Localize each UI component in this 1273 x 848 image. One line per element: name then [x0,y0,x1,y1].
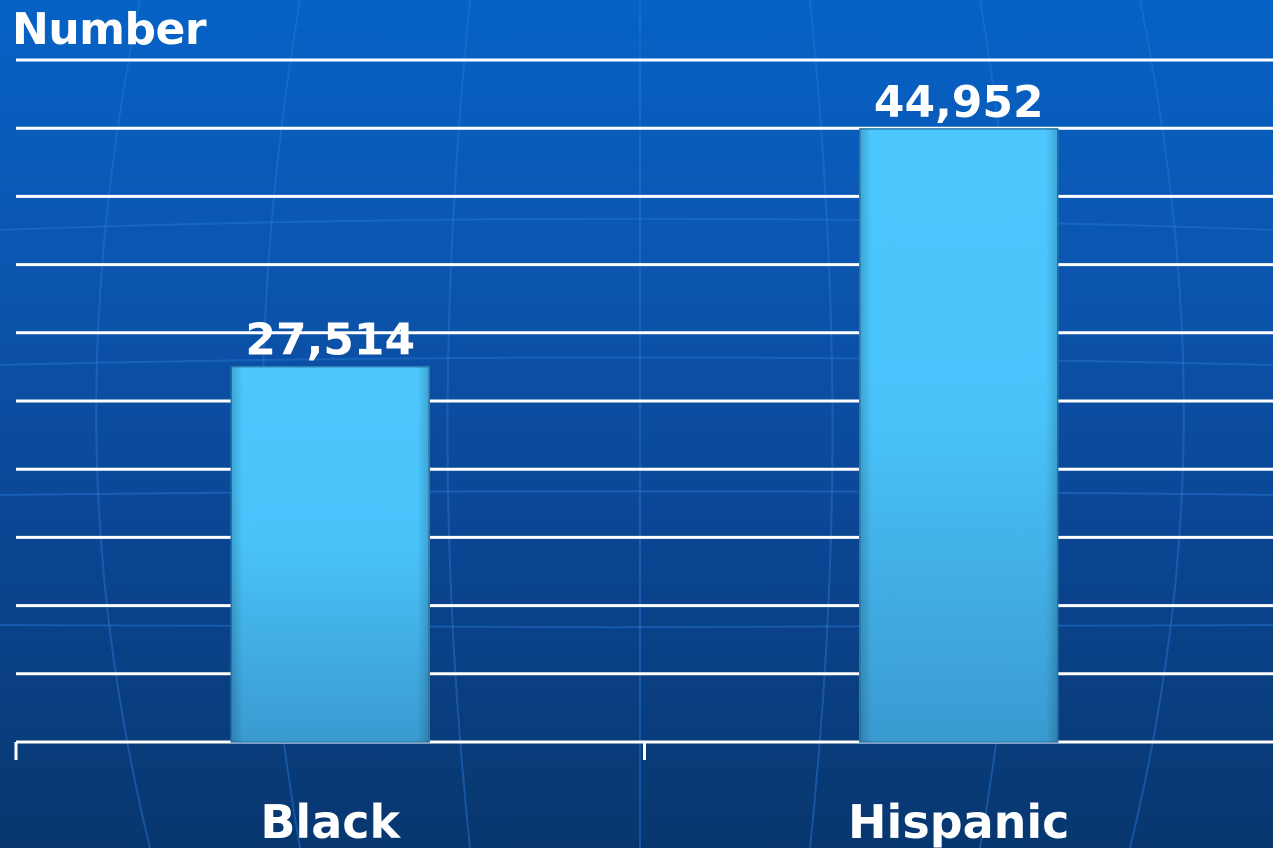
bar-shading [859,128,1058,742]
category-label: Hispanic [848,795,1069,848]
bar-value-label: 44,952 [874,77,1044,128]
bars [230,128,1059,743]
category-label: Black [260,795,401,848]
bar-value-label: 27,514 [245,315,415,366]
x-axis [14,740,1273,760]
labels: 27,514 Black 44,952 Hispanic [245,77,1069,848]
y-axis-label: Number [12,4,207,55]
gridlines [16,58,1273,676]
bar-shading [231,366,430,742]
